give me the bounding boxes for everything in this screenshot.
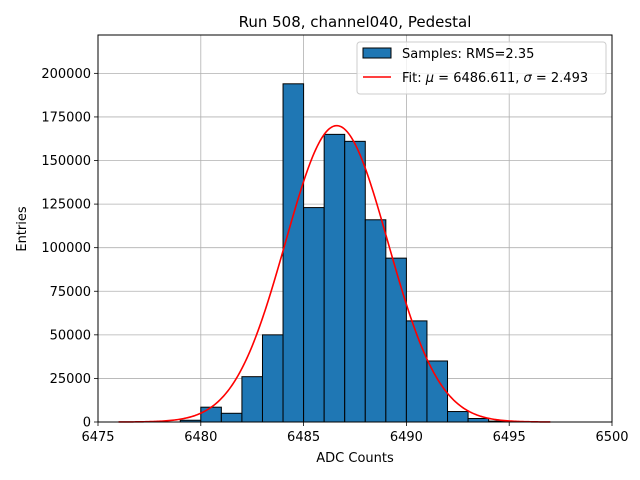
plot-frame: [97, 34, 613, 423]
chart-title: Run 508, channel040, Pedestal: [239, 13, 472, 31]
legend-box: [356, 41, 607, 95]
gaussian-fit-line: [118, 124, 551, 423]
y-tick-label: 25000: [50, 372, 91, 387]
y-tick-label: 50000: [50, 328, 91, 343]
y-tick-label: 100000: [41, 241, 91, 256]
histogram-bar: [447, 411, 469, 423]
legend-mu-value: = 6486.611,: [434, 71, 523, 86]
histogram-bars: [179, 83, 510, 423]
histogram-bar: [261, 334, 284, 423]
histogram-bar: [344, 140, 366, 423]
y-tick-label: 75000: [50, 285, 91, 300]
histogram-bar: [303, 207, 325, 423]
histogram-bar: [241, 376, 263, 423]
legend: Samples: RMS=2.35 Fit: μ = 6486.611, σ =…: [356, 41, 607, 95]
legend-samples-label: Samples: RMS=2.35: [402, 47, 534, 62]
x-tick-label: 6475: [81, 430, 114, 445]
histogram-bar: [282, 83, 305, 423]
x-tick-label: 6490: [390, 430, 423, 445]
x-tick-label: 6495: [493, 430, 526, 445]
y-axis-label: Entries: [15, 206, 30, 252]
histogram-bar: [467, 418, 490, 423]
legend-fit-prefix: Fit:: [402, 71, 426, 86]
x-tick-label: 6480: [184, 430, 217, 445]
histogram-bar: [426, 360, 449, 423]
x-tick-label: 6500: [595, 430, 628, 445]
y-tick-label: 0: [83, 416, 91, 431]
legend-sigma-value: = 2.493: [532, 71, 588, 86]
x-axis-label: ADC Counts: [316, 451, 394, 466]
histogram-bar: [364, 219, 387, 423]
legend-mu-symbol: μ: [425, 71, 434, 86]
legend-samples-swatch: [362, 47, 392, 59]
x-axis-ticks: 6475 6480 6485 6490 6495 6500: [81, 422, 629, 445]
histogram-bar: [323, 133, 346, 423]
histogram-bar: [385, 257, 407, 423]
x-tick-label: 6485: [287, 430, 320, 445]
histogram-bar: [220, 412, 243, 423]
y-tick-label: 150000: [41, 154, 91, 169]
y-tick-label: 200000: [41, 67, 91, 82]
histogram-bar: [200, 406, 222, 423]
legend-fit-label: Fit: μ = 6486.611, σ = 2.493: [402, 71, 588, 86]
y-tick-label: 175000: [41, 110, 91, 125]
y-tick-label: 125000: [41, 198, 91, 213]
legend-sigma-symbol: σ: [524, 71, 533, 86]
y-axis-ticks: 0 25000 50000 75000 100000 125000 150000 175000…: [41, 67, 98, 431]
